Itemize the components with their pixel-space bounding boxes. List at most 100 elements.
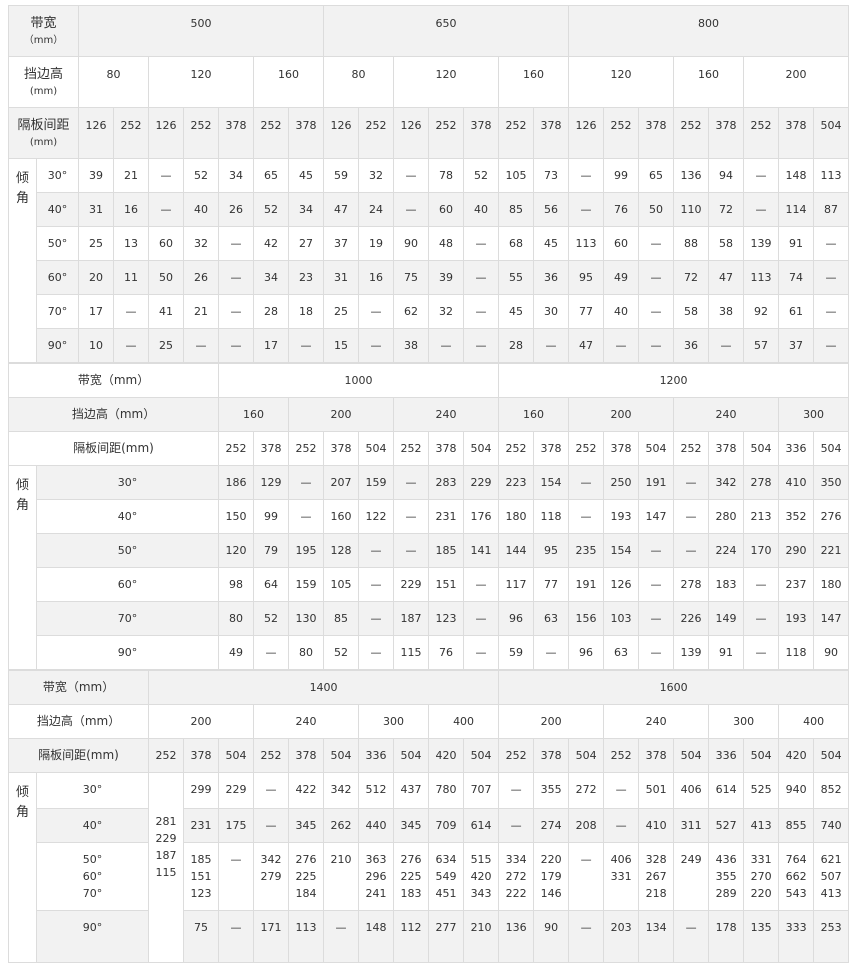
sidewall-height-value: 160 xyxy=(218,397,290,432)
capacity-value: 363 296 241 xyxy=(358,842,395,911)
cleat-spacing-value: 378 xyxy=(533,431,570,466)
cleat-spacing-value: 252 xyxy=(113,107,150,159)
capacity-value: — xyxy=(498,772,535,809)
capacity-value: 135 xyxy=(743,910,780,963)
capacity-value: 45 xyxy=(288,158,325,193)
capacity-value: 63 xyxy=(603,635,640,670)
inclination-angle: 50° xyxy=(35,226,80,261)
capacity-value: 129 xyxy=(253,465,290,500)
capacity-value: — xyxy=(218,294,255,329)
capacity-value: 311 xyxy=(673,808,710,843)
sidewall-height-value: 120 xyxy=(568,56,675,108)
cleat-spacing-value: 378 xyxy=(638,107,675,159)
capacity-value: 342 xyxy=(708,465,745,500)
capacity-value: 98 xyxy=(218,567,255,602)
sidewall-height-value: 120 xyxy=(148,56,255,108)
sidewall-height-value: 160 xyxy=(498,56,570,108)
capacity-value: 210 xyxy=(463,910,500,963)
capacity-value: 149 xyxy=(708,601,745,636)
capacity-value: 17 xyxy=(78,294,115,329)
capacity-value: 406 xyxy=(673,772,710,809)
capacity-value: 350 xyxy=(813,465,850,500)
capacity-value: 134 xyxy=(638,910,675,963)
capacity-value: — xyxy=(393,499,430,534)
inclination-angle: 30° xyxy=(35,158,80,193)
table-row: 90° 49—80 52—115 76—59—96 63—139 91—118 90 xyxy=(8,635,850,670)
capacity-value: — xyxy=(638,328,675,363)
capacity-value: 148 xyxy=(778,158,815,193)
inclination-angle: 90° xyxy=(35,328,80,363)
capacity-value: 130 xyxy=(288,601,325,636)
capacity-value: — xyxy=(603,328,640,363)
capacity-value: — xyxy=(148,158,185,193)
capacity-value: — xyxy=(393,533,430,568)
capacity-value: — xyxy=(253,635,290,670)
capacity-value: — xyxy=(463,635,500,670)
capacity-value: 436 355 289 xyxy=(708,842,745,911)
cleat-spacing-row: 隔板间距 (mm) 126 252 126 252 378 252 378 126 252 126 25… xyxy=(7,107,850,159)
capacity-value: 103 xyxy=(603,601,640,636)
cleat-spacing-label: 隔板间距(mm) xyxy=(7,431,220,466)
sidewall-height-label-unit: (mm) xyxy=(29,86,58,97)
cleat-spacing-value: 378 xyxy=(323,431,360,466)
capacity-value: 422 xyxy=(288,772,325,809)
capacity-value: 118 xyxy=(533,499,570,534)
capacity-value: 77 xyxy=(568,294,605,329)
capacity-value: 96 xyxy=(568,635,605,670)
capacity-value: 614 xyxy=(463,808,500,843)
sidewall-height-value: 240 xyxy=(673,397,780,432)
cleat-spacing-value: 252 xyxy=(428,107,465,159)
capacity-value: 614 xyxy=(708,772,745,809)
capacity-value: 224 xyxy=(708,533,745,568)
capacity-value: 406 331 xyxy=(603,842,640,911)
table-row: 50° 120 79 195 128— —185 141 144 95 235 154— —224 17… xyxy=(8,533,850,568)
capacity-value: 110 xyxy=(673,192,710,227)
capacity-value: 63 xyxy=(533,601,570,636)
capacity-value: 91 xyxy=(778,226,815,261)
capacity-value: 707 xyxy=(463,772,500,809)
capacity-value: 64 xyxy=(253,567,290,602)
sidewall-height-value: 120 xyxy=(393,56,500,108)
cleat-spacing-value: 378 xyxy=(708,107,745,159)
capacity-value: — xyxy=(568,465,605,500)
capacity-value: 413 xyxy=(743,808,780,843)
sidewall-height-value: 200 xyxy=(148,704,255,739)
cleat-spacing-label-text: 隔板间距 xyxy=(17,118,70,133)
capacity-value: 342 xyxy=(323,772,360,809)
cleat-spacing-value: 378 xyxy=(428,431,465,466)
capacity-value: — xyxy=(113,294,150,329)
cleat-spacing-value: 252 xyxy=(148,738,185,773)
capacity-value: — xyxy=(813,260,850,295)
cleat-spacing-value: 126 xyxy=(78,107,115,159)
capacity-value: 290 xyxy=(778,533,815,568)
capacity-value: 21 xyxy=(113,158,150,193)
belt-width-value: 500 xyxy=(78,5,325,57)
capacity-value: — xyxy=(638,635,675,670)
sidewall-height-value: 400 xyxy=(778,704,850,739)
sidewall-height-value: 200 xyxy=(288,397,395,432)
capacity-value: 52 xyxy=(183,158,220,193)
capacity-value: 61 xyxy=(778,294,815,329)
sidewall-height-value: 160 xyxy=(498,397,570,432)
cleat-spacing-value: 252 xyxy=(498,431,535,466)
capacity-value: 122 xyxy=(358,499,395,534)
capacity-value: 226 xyxy=(673,601,710,636)
capacity-value: 49 xyxy=(603,260,640,295)
capacity-value: 276 225 184 xyxy=(288,842,325,911)
capacity-value: 55 xyxy=(498,260,535,295)
cleat-spacing-value: 252 xyxy=(288,431,325,466)
capacity-value: 13 xyxy=(113,226,150,261)
cleat-spacing-value: 504 xyxy=(358,431,395,466)
capacity-value: 262 xyxy=(323,808,360,843)
cleat-spacing-value: 504 xyxy=(743,431,780,466)
capacity-value: 193 xyxy=(778,601,815,636)
capacity-value: 105 xyxy=(323,567,360,602)
table-row: 50° 25 13 60 32—42 27 37 19 90 48—68 45 113 60—88 58 1… xyxy=(8,226,850,261)
belt-width-value: 1600 xyxy=(498,670,850,705)
cleat-spacing-value: 378 xyxy=(288,107,325,159)
capacity-value: 208 xyxy=(568,808,605,843)
capacity-value: 144 xyxy=(498,533,535,568)
sidewall-height-label-text: 挡边高 xyxy=(24,67,64,82)
capacity-value: — xyxy=(218,226,255,261)
capacity-value: 160 xyxy=(323,499,360,534)
